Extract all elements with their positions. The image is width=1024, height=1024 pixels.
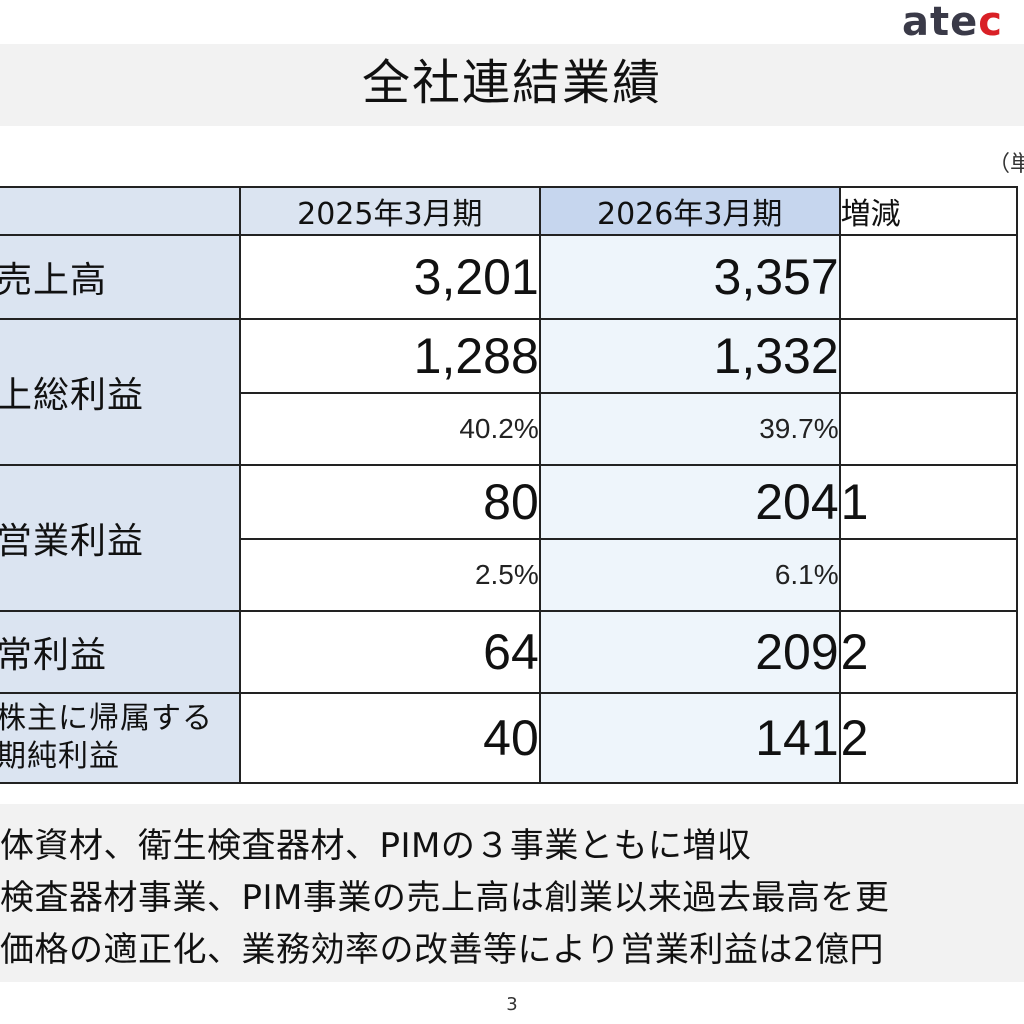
operating-profit-fy2025: 80 <box>238 464 541 540</box>
table-row: 上総利益 1,288 1,332 <box>0 318 1019 466</box>
unit-note: （単 <box>988 152 1024 177</box>
results-table: 2025年3月期 2026年3月期 増減 売上高 3,201 3,357 上総利… <box>0 186 1019 784</box>
header-change: 増減 <box>838 186 1019 236</box>
table-row: 営業利益 80 204 1 <box>0 464 1019 612</box>
header-fy2025: 2025年3月期 <box>238 186 541 236</box>
row-label-net-profit: 株主に帰属する 期純利益 <box>0 692 241 784</box>
gross-profit-fy2026: 1,332 <box>538 318 841 394</box>
row-label-sales: 売上高 <box>0 234 241 320</box>
sales-fy2026: 3,357 <box>538 234 841 320</box>
operating-margin-change <box>838 538 1019 612</box>
table-header-row: 2025年3月期 2026年3月期 増減 <box>0 186 1019 236</box>
table-row: 株主に帰属する 期純利益 40 141 2 <box>0 692 1019 784</box>
net-profit-fy2026: 141 <box>538 692 841 784</box>
gross-profit-fy2025: 1,288 <box>238 318 541 394</box>
gross-margin-change <box>838 392 1019 466</box>
header-label <box>0 186 241 236</box>
header-fy2026: 2026年3月期 <box>538 186 841 236</box>
company-logo: atec <box>902 0 1003 45</box>
table-row: 売上高 3,201 3,357 <box>0 234 1019 320</box>
net-profit-label-line-1: 株主に帰属する <box>0 701 213 736</box>
net-profit-change: 2 <box>838 692 1019 784</box>
gross-margin-fy2025: 40.2% <box>238 392 541 466</box>
note-line: 価格の適正化、業務効率の改善等により営業利益は2億円 <box>0 930 884 970</box>
gross-margin-fy2026: 39.7% <box>538 392 841 466</box>
operating-margin-fy2025: 2.5% <box>238 538 541 612</box>
operating-profit-fy2026: 204 <box>538 464 841 540</box>
ordinary-profit-fy2026: 209 <box>538 610 841 694</box>
operating-margin-fy2026: 6.1% <box>538 538 841 612</box>
note-line: 検査器材事業、PIM事業の売上高は創業以来過去最高を更 <box>0 878 890 918</box>
net-profit-fy2025: 40 <box>238 692 541 784</box>
row-label-ordinary-profit: 常利益 <box>0 610 241 694</box>
row-label-gross-profit: 上総利益 <box>0 318 241 466</box>
ordinary-profit-fy2025: 64 <box>238 610 541 694</box>
net-profit-label-line-2: 期純利益 <box>0 739 120 774</box>
notes-box: 体資材、衛生検査器材、PIMの３事業ともに増収 検査器材事業、PIM事業の売上高… <box>0 804 1024 982</box>
sales-fy2025: 3,201 <box>238 234 541 320</box>
table-row: 2.5% 6.1% <box>0 538 1019 612</box>
row-label-operating-profit: 営業利益 <box>0 464 241 612</box>
sales-change <box>838 234 1019 320</box>
page-number: 3 <box>506 994 518 1015</box>
page-title: 全社連結業績 <box>361 55 662 111</box>
table-row: 40.2% 39.7% <box>0 392 1019 466</box>
ordinary-profit-change: 2 <box>838 610 1019 694</box>
gross-profit-change <box>838 318 1019 394</box>
note-line: 体資材、衛生検査器材、PIMの３事業ともに増収 <box>0 826 752 866</box>
table-row: 常利益 64 209 2 <box>0 610 1019 694</box>
operating-profit-change: 1 <box>838 464 1019 540</box>
title-band: 全社連結業績 <box>0 44 1024 126</box>
